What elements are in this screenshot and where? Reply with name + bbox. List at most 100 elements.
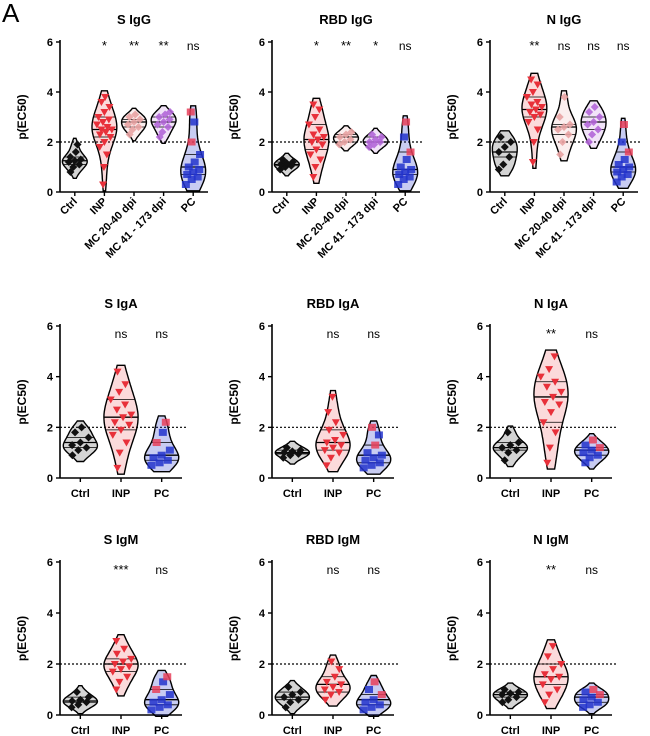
data-point (319, 134, 328, 141)
data-point (522, 94, 531, 101)
data-point (347, 128, 356, 136)
data-point (309, 131, 318, 139)
y-tick-label: 4 (47, 87, 54, 99)
chart-panel: N IgA p(EC50) 0 2 4 6 Ctrl INP ** PC ns (445, 296, 616, 500)
data-point (306, 151, 315, 159)
x-tick-label: INP (112, 488, 130, 500)
data-point (107, 126, 116, 134)
data-point (335, 689, 344, 697)
y-tick-label: 6 (47, 557, 53, 569)
data-point (588, 436, 597, 444)
data-point (369, 696, 378, 704)
data-point (76, 438, 85, 447)
data-point (525, 109, 534, 116)
data-point (159, 118, 168, 126)
data-point (102, 151, 111, 159)
data-point (365, 138, 374, 146)
data-point (324, 409, 333, 417)
data-point (131, 110, 140, 119)
data-point (163, 673, 172, 681)
data-point (163, 701, 172, 709)
y-tick-label: 0 (477, 473, 483, 485)
data-point (196, 151, 205, 158)
y-tick-label: 4 (477, 87, 484, 99)
data-point (152, 439, 161, 447)
data-point (504, 695, 513, 704)
data-point (98, 119, 107, 126)
data-point (595, 691, 604, 699)
data-point (149, 698, 158, 706)
data-point (581, 688, 590, 696)
data-point (528, 159, 537, 166)
significance-label: ns (617, 39, 630, 53)
data-point (581, 441, 590, 449)
data-point (543, 653, 552, 661)
data-point (506, 441, 515, 450)
data-point (73, 140, 82, 149)
data-point (369, 454, 378, 462)
data-point (127, 411, 136, 419)
data-point (560, 93, 569, 101)
data-point (279, 453, 288, 462)
y-axis-label: p(EC50) (15, 379, 29, 424)
data-point (187, 138, 196, 146)
x-tick-label: Ctrl (283, 725, 302, 736)
x-tick-label: INP (88, 196, 109, 217)
significance-label: ns (327, 327, 340, 341)
data-point (581, 459, 590, 467)
data-point (496, 133, 505, 141)
y-tick-label: 0 (259, 710, 265, 722)
data-point (112, 406, 121, 414)
y-tick-label: 6 (477, 37, 483, 49)
data-point (94, 114, 103, 121)
data-point (321, 696, 330, 704)
chart-title: S IgA (104, 296, 138, 311)
x-tick-label: INP (518, 196, 539, 217)
data-point (528, 89, 537, 96)
significance-label: ns (327, 563, 340, 577)
x-tick-label: INP (112, 725, 130, 736)
data-point (623, 171, 632, 178)
data-point (329, 444, 337, 452)
data-point (125, 113, 134, 121)
data-point (579, 696, 588, 704)
violin-inp (103, 364, 139, 475)
data-point (117, 426, 125, 434)
data-point (579, 449, 588, 457)
data-point (540, 399, 549, 406)
data-point (371, 441, 380, 449)
data-point (361, 698, 370, 706)
data-point (311, 164, 320, 171)
data-point (335, 666, 344, 674)
data-point (619, 121, 628, 128)
chart-title: N IgG (547, 12, 582, 27)
x-tick-label: PC (391, 196, 410, 215)
data-point (125, 421, 134, 429)
data-point (504, 448, 513, 457)
data-point (183, 171, 192, 178)
data-point (77, 423, 86, 432)
x-tick-label: PC (154, 725, 169, 736)
data-point (589, 686, 598, 693)
data-point (278, 155, 287, 164)
data-point (158, 428, 167, 436)
data-point (288, 447, 297, 456)
data-point (557, 388, 566, 396)
data-point (112, 650, 121, 658)
significance-label: ns (187, 39, 200, 53)
data-point (66, 153, 75, 161)
data-point (120, 645, 129, 653)
data-point (336, 133, 345, 141)
data-point (585, 108, 594, 116)
data-point (551, 429, 560, 437)
significance-label: * (102, 38, 107, 53)
data-point (155, 703, 164, 711)
data-point (69, 163, 78, 171)
data-point (399, 176, 408, 183)
data-point (587, 446, 596, 454)
significance-label: ns (367, 563, 380, 577)
data-point (394, 181, 403, 188)
data-point (503, 428, 512, 437)
data-point (76, 695, 85, 704)
